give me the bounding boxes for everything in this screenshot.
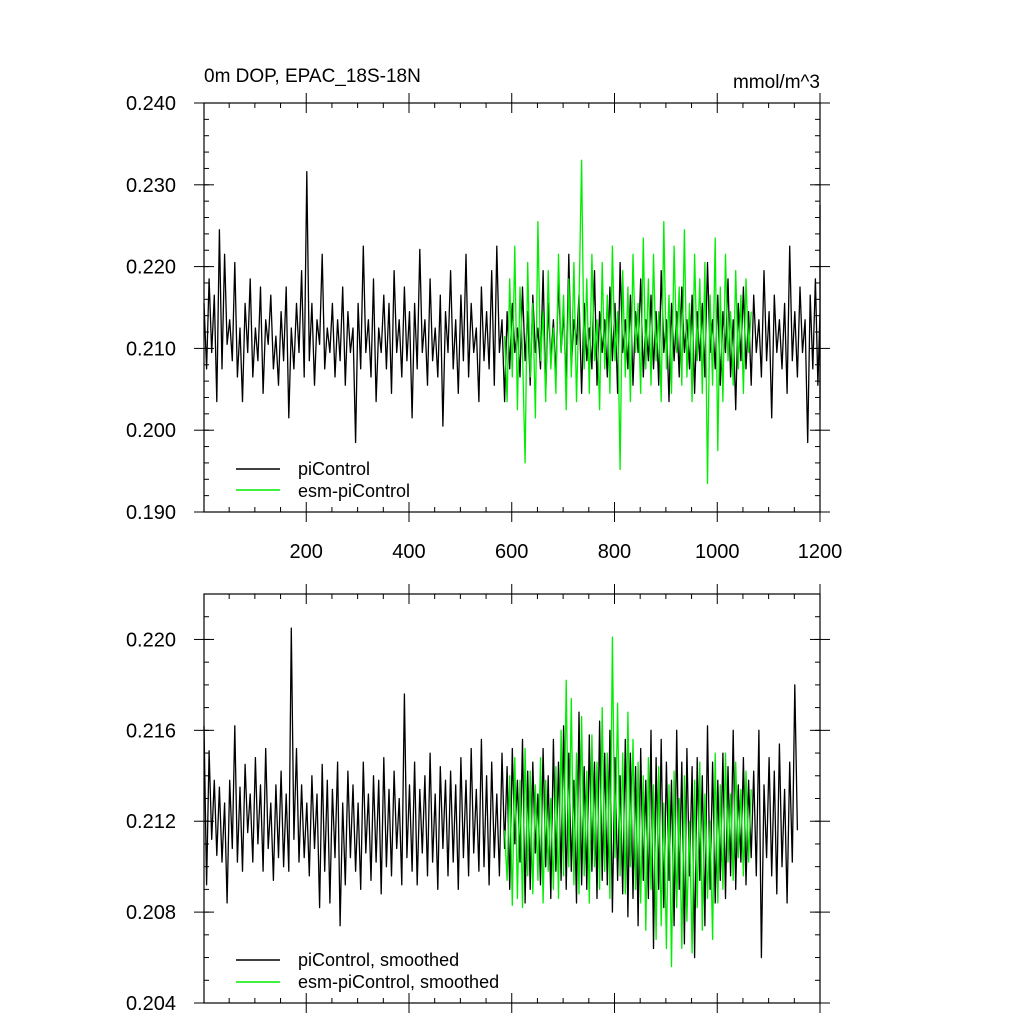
series-line-esm-picontrol xyxy=(503,636,752,968)
x-tick-label: 400 xyxy=(392,541,425,563)
x-tick-label: 1200 xyxy=(798,541,843,563)
y-tick-label: 0.240 xyxy=(126,93,176,115)
top-y-tick-labels: 0.190 0.200 0.210 0.220 0.230 0.240 xyxy=(126,93,176,524)
top-legend: piControl esm-piControl xyxy=(236,459,410,501)
y-tick-label: 0.220 xyxy=(126,257,176,279)
x-tick-label: 1000 xyxy=(695,541,740,563)
y-tick-label: 0.210 xyxy=(126,338,176,360)
top-x-tick-labels: 200 400 600 800 1000 1200 xyxy=(290,541,843,563)
top-series-lines xyxy=(203,159,821,485)
bottom-series-lines xyxy=(203,627,799,968)
legend-label-esm-picontrol-smoothed: esm-piControl, smoothed xyxy=(298,972,499,992)
y-tick-label: 0.204 xyxy=(126,993,176,1015)
x-tick-label: 800 xyxy=(598,541,631,563)
legend-label-picontrol-smoothed: piControl, smoothed xyxy=(298,950,459,970)
legend-label-esm-picontrol: esm-piControl xyxy=(298,481,410,501)
y-tick-label: 0.216 xyxy=(126,720,176,742)
x-tick-label: 200 xyxy=(290,541,323,563)
y-tick-label: 0.200 xyxy=(126,420,176,442)
units-label: mmol/m^3 xyxy=(733,72,820,93)
y-tick-label: 0.220 xyxy=(126,629,176,651)
bottom-plot-frame xyxy=(203,593,821,1004)
y-tick-label: 0.190 xyxy=(126,502,176,524)
series-line-picontrol xyxy=(203,171,821,444)
series-line-picontrol xyxy=(203,627,799,959)
bottom-panel: 0.204 0.208 0.212 0.216 0.220 piControl, smo… xyxy=(126,584,830,1015)
legend-label-picontrol: piControl xyxy=(298,459,370,479)
y-tick-label: 0.230 xyxy=(126,175,176,197)
y-tick-label: 0.208 xyxy=(126,902,176,924)
bottom-legend: piControl, smoothed esm-piControl, smoot… xyxy=(236,950,499,992)
top-plot-frame xyxy=(203,102,821,513)
series-line-esm-picontrol xyxy=(503,159,752,485)
x-tick-label: 600 xyxy=(495,541,528,563)
y-tick-label: 0.212 xyxy=(126,811,176,833)
bottom-y-tick-labels: 0.204 0.208 0.212 0.216 0.220 xyxy=(126,629,176,1015)
top-panel: 0m DOP, EPAC_18S-18N mmol/m^3 0.190 0.200… xyxy=(126,66,842,563)
chart-title: 0m DOP, EPAC_18S-18N xyxy=(204,66,421,87)
